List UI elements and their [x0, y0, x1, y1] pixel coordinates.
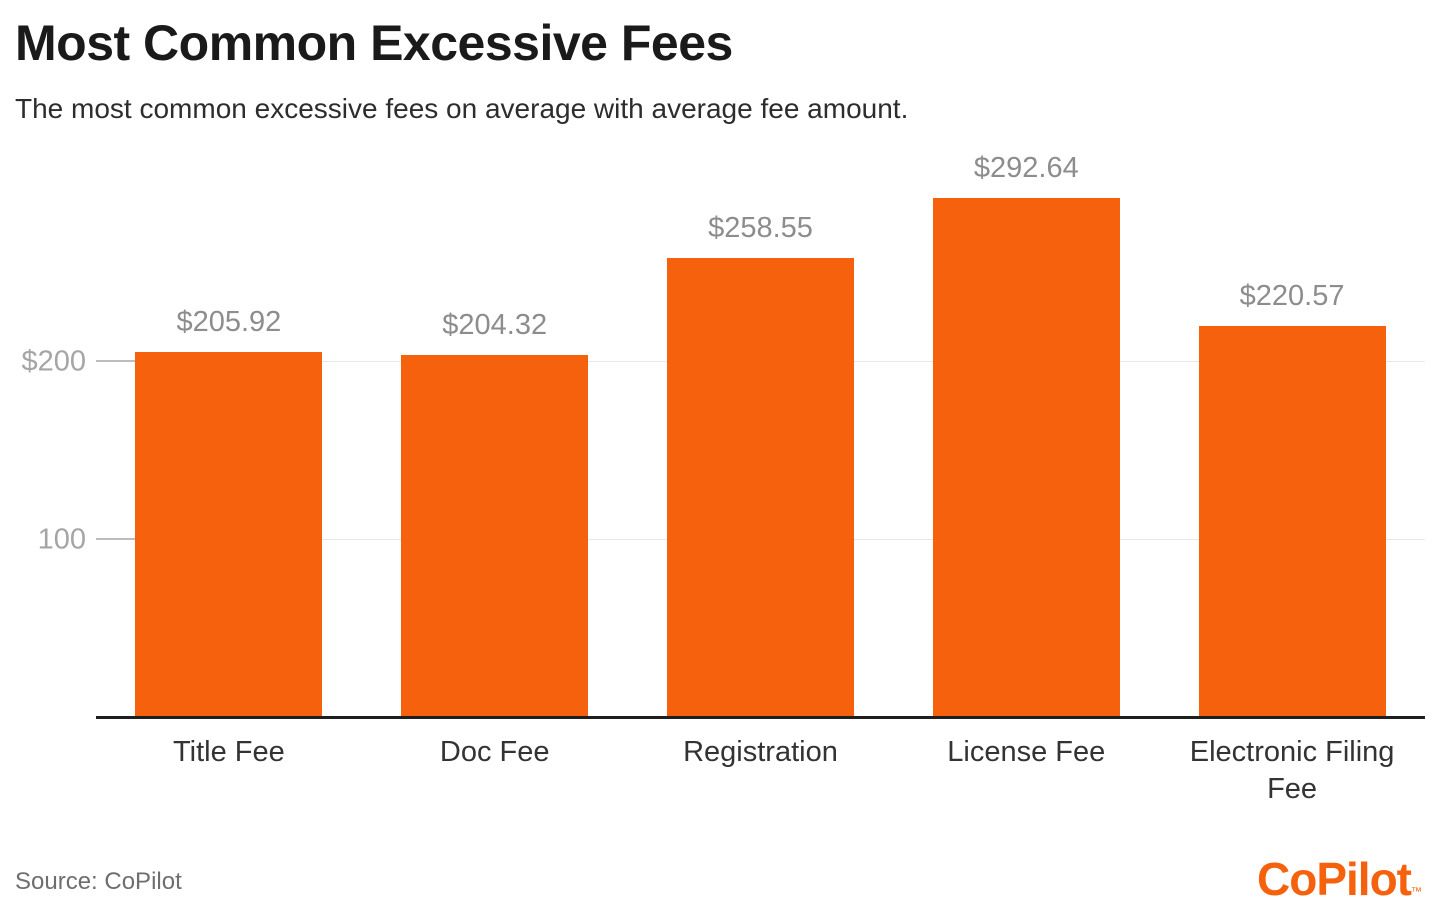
bar-slot-title-fee: $205.92: [96, 140, 362, 718]
x-axis-labels: Title Fee Doc Fee Registration License Fee E…: [96, 734, 1425, 808]
chart-title: Most Common Excessive Fees: [15, 15, 733, 71]
bar-slot-license-fee: $292.64: [893, 140, 1159, 718]
x-label-electronic-filing-fee: Electronic Filing Fee: [1159, 734, 1425, 808]
ytick-label-100: 100: [37, 523, 86, 556]
bar-value-label-registration: $258.55: [708, 212, 813, 245]
ytick-label-200: $200: [21, 345, 86, 378]
bars-row: $205.92 $204.32 $258.55 $292.64 $220.57: [96, 140, 1425, 718]
source-note: Source: CoPilot: [15, 868, 182, 895]
x-label-text-license-fee: License Fee: [947, 736, 1106, 768]
x-label-doc-fee: Doc Fee: [362, 734, 628, 808]
x-label-license-fee: License Fee: [893, 734, 1159, 808]
bar-value-label-license-fee: $292.64: [973, 151, 1079, 184]
bar-slot-doc-fee: $204.32: [362, 140, 628, 718]
x-label-text-registration: Registration: [683, 736, 838, 768]
x-axis-line: [96, 716, 1425, 719]
bar-electronic-filing-fee: [1198, 325, 1386, 718]
tick-mark-200: [96, 360, 137, 363]
bar-slot-registration: $258.55: [628, 140, 894, 718]
chart-subtitle: The most common excessive fees on averag…: [15, 93, 909, 124]
bar-registration: [666, 258, 854, 718]
x-label-registration: Registration: [628, 734, 894, 808]
copilot-logo-text: CoPilot: [1257, 853, 1412, 905]
bar-license-fee: [932, 197, 1120, 718]
bar-value-label-doc-fee: $204.32: [442, 308, 548, 341]
x-label-text-electronic-filing-fee: Electronic Filing Fee: [1189, 736, 1395, 806]
bar-doc-fee: [401, 354, 589, 718]
plot-area: $205.92 $204.32 $258.55 $292.64 $220.57: [96, 140, 1425, 718]
copilot-logo: CoPilot™: [1257, 852, 1422, 906]
x-label-text-doc-fee: Doc Fee: [439, 736, 550, 768]
bar-title-fee: [135, 351, 323, 718]
bar-value-label-title-fee: $205.92: [176, 305, 282, 338]
x-label-title-fee: Title Fee: [96, 734, 362, 808]
x-label-text-title-fee: Title Fee: [173, 736, 285, 768]
bar-slot-electronic-filing-fee: $220.57: [1159, 140, 1425, 718]
tick-mark-100: [96, 538, 137, 541]
bar-value-label-electronic-filing-fee: $220.57: [1239, 279, 1345, 312]
y-axis: 100 $200: [0, 140, 86, 718]
copilot-logo-trademark: ™: [1411, 886, 1422, 898]
